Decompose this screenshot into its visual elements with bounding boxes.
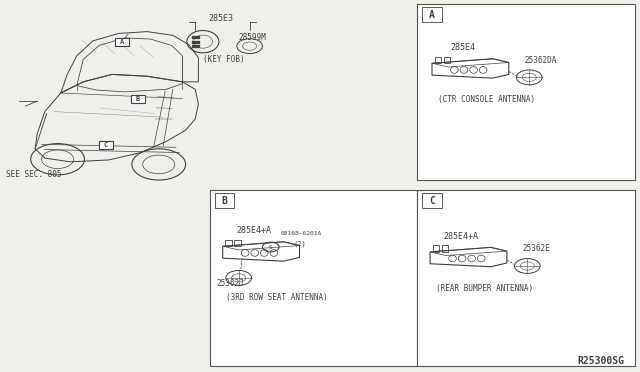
Bar <box>234 240 241 246</box>
Text: (REAR BUMPER ANTENNA): (REAR BUMPER ANTENNA) <box>436 284 533 293</box>
Text: B: B <box>136 96 140 102</box>
Bar <box>417 190 635 366</box>
Text: R25300SG: R25300SG <box>577 356 624 366</box>
Bar <box>192 41 200 44</box>
Bar <box>444 57 450 63</box>
Bar <box>192 45 200 48</box>
Bar <box>422 7 442 22</box>
Bar <box>435 57 441 63</box>
Text: B: B <box>221 196 228 205</box>
Text: (3RD ROW SEAT ANTENNA): (3RD ROW SEAT ANTENNA) <box>227 293 328 302</box>
Text: 28599M: 28599M <box>239 33 266 42</box>
Text: S: S <box>269 244 273 250</box>
Bar <box>192 36 200 39</box>
Text: 25362DA: 25362DA <box>525 56 557 65</box>
Bar <box>417 4 635 180</box>
Text: 285E4: 285E4 <box>450 43 476 52</box>
Text: 25362J: 25362J <box>216 279 244 288</box>
Text: 25362E: 25362E <box>523 244 550 253</box>
Bar <box>442 245 448 252</box>
Bar <box>422 193 442 208</box>
Text: (CTR CONSOLE ANTENNA): (CTR CONSOLE ANTENNA) <box>438 95 535 104</box>
Text: A: A <box>429 10 435 19</box>
Text: 285E4+A: 285E4+A <box>236 226 271 235</box>
Text: 285E3: 285E3 <box>208 14 234 23</box>
Bar <box>99 141 113 149</box>
Bar <box>131 95 145 103</box>
Text: A: A <box>120 39 124 45</box>
Text: (KEY FOB): (KEY FOB) <box>203 55 245 64</box>
Text: SEE SEC. 805: SEE SEC. 805 <box>6 170 62 179</box>
Text: C: C <box>104 142 108 148</box>
Bar <box>115 38 129 46</box>
Bar <box>210 190 417 366</box>
Bar <box>215 193 234 208</box>
Text: 08168-6201A: 08168-6201A <box>280 231 321 236</box>
Text: (2): (2) <box>293 240 306 247</box>
Bar <box>433 245 439 252</box>
Text: 285E4+A: 285E4+A <box>444 232 478 241</box>
Bar <box>225 240 232 246</box>
Text: C: C <box>429 196 435 205</box>
